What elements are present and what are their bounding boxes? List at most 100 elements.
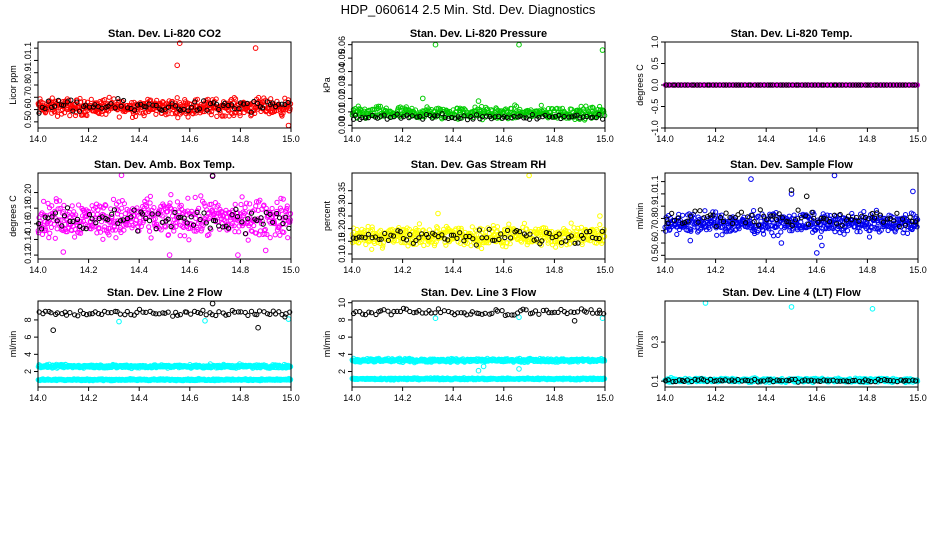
data-point	[74, 99, 80, 105]
data-point	[36, 110, 42, 116]
data-point	[260, 105, 266, 111]
data-point	[494, 106, 500, 112]
data-point	[132, 107, 138, 113]
x-tick-label: 14.8	[232, 393, 250, 403]
data-point	[113, 235, 119, 241]
outlier-point	[778, 240, 785, 246]
data-point	[47, 230, 53, 236]
data-point	[285, 97, 291, 103]
x-tick-label: 15.0	[909, 134, 927, 144]
data-point	[245, 312, 251, 318]
outlier-point	[597, 213, 603, 219]
outlier-point	[118, 172, 125, 179]
data-point	[719, 232, 725, 238]
y-tick-label: -0.5	[650, 99, 660, 115]
data-points	[662, 82, 921, 88]
x-tick-label: 14.4	[444, 265, 462, 275]
outlier-point	[526, 172, 532, 179]
data-point	[894, 210, 900, 216]
data-point	[757, 207, 763, 213]
data-point	[55, 97, 62, 104]
data-point	[45, 98, 51, 104]
data-point	[118, 103, 124, 109]
chart-title: Stan. Dev. Sample Flow	[730, 159, 853, 171]
y-tick-label: 0.5	[650, 57, 660, 70]
chart-title: Stan. Dev. Amb. Box Temp.	[94, 159, 235, 171]
outlier-point	[420, 95, 426, 102]
data-point	[702, 208, 708, 214]
data-point	[841, 231, 847, 237]
data-point	[108, 101, 114, 107]
y-tick-label: 0.20	[23, 184, 33, 202]
data-point	[112, 105, 118, 111]
data-points	[35, 172, 294, 258]
data-point	[122, 211, 128, 217]
data-point	[274, 199, 280, 205]
data-point	[84, 112, 90, 119]
data-point	[238, 100, 244, 106]
x-tick-label: 14.2	[394, 134, 412, 144]
data-point	[192, 194, 198, 200]
outlier-point	[831, 172, 838, 179]
data-point	[286, 225, 292, 231]
data-point	[174, 95, 180, 101]
data-point	[366, 107, 372, 113]
data-point	[513, 103, 520, 109]
data-point	[49, 95, 55, 101]
chart-title: Stan. Dev. Li-820 CO2	[108, 28, 221, 40]
chart-title: Stan. Dev. Li-820 Temp.	[731, 28, 853, 40]
x-tick-label: 14.2	[80, 134, 98, 144]
data-point	[597, 222, 603, 228]
outlier-point	[819, 242, 825, 249]
data-point	[143, 104, 149, 110]
x-tick-label: 14.6	[808, 134, 826, 144]
y-tick-label: 0.9	[650, 200, 660, 213]
data-point	[54, 226, 60, 232]
y-tick-label: -1.0	[650, 120, 660, 136]
data-point	[723, 210, 729, 216]
data-points	[35, 300, 294, 384]
data-point	[213, 96, 219, 102]
data-points	[35, 40, 294, 129]
data-point	[185, 114, 191, 120]
data-point	[43, 109, 49, 115]
y-tick-label: 1.1	[650, 175, 660, 188]
data-points	[349, 305, 608, 383]
data-point	[674, 231, 680, 237]
data-point	[253, 203, 259, 209]
data-point	[133, 113, 139, 120]
data-point	[174, 199, 180, 205]
data-point	[117, 311, 123, 317]
data-point	[211, 100, 217, 106]
data-point	[217, 109, 223, 115]
outlier-point	[252, 45, 259, 51]
data-point	[200, 307, 206, 313]
data-point	[285, 235, 291, 241]
data-point	[153, 102, 159, 109]
x-tick-label: 14.0	[29, 134, 47, 144]
data-point	[54, 113, 61, 119]
data-point	[538, 102, 544, 108]
data-point	[182, 233, 188, 239]
data-point	[76, 108, 83, 114]
x-tick-label: 14.8	[546, 134, 564, 144]
outlier-point	[50, 327, 57, 334]
data-point	[276, 101, 282, 107]
data-point	[285, 99, 291, 106]
outlier-point	[814, 250, 820, 256]
data-point	[365, 223, 371, 230]
data-point	[220, 113, 226, 119]
data-point	[177, 312, 183, 318]
data-point	[52, 109, 58, 115]
data-points	[349, 41, 608, 123]
data-point	[213, 101, 220, 107]
data-point	[369, 246, 375, 252]
x-tick-label: 14.2	[80, 265, 98, 275]
data-point	[669, 210, 675, 216]
data-point	[69, 203, 75, 209]
data-point	[256, 308, 263, 314]
chart-title: Stan. Dev. Line 2 Flow	[107, 287, 223, 299]
x-tick-label: 14.2	[394, 265, 412, 275]
